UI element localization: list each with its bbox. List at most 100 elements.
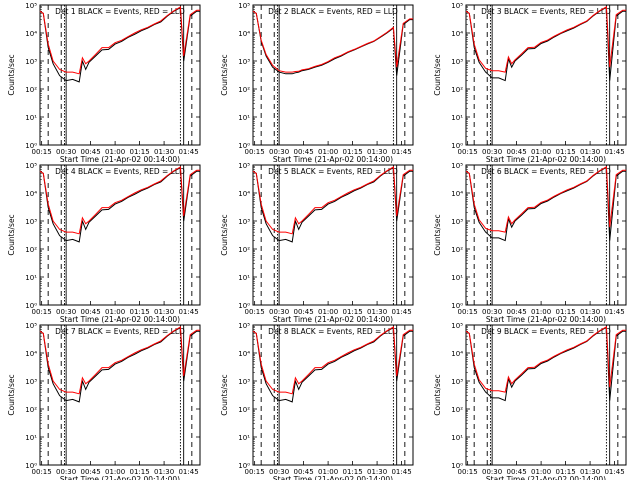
x-tick-label: 00:15 <box>458 468 478 476</box>
series-lld <box>252 326 413 395</box>
y-tick-label: 10³ <box>25 378 37 386</box>
y-axis-label: Counts/sec <box>433 374 442 415</box>
y-tick-label: 10⁰ <box>451 462 463 470</box>
panel-det-3: Det 3 BLACK = Events, RED = LLD 10⁰ 10¹ 10²… <box>433 2 627 164</box>
x-tick-label: 01:00 <box>318 468 338 476</box>
y-tick-label: 10² <box>451 406 463 414</box>
x-tick-label: 00:15 <box>458 148 478 156</box>
y-tick-label: 10² <box>238 86 250 94</box>
x-tick-label: 01:30 <box>154 148 174 156</box>
series-lld <box>39 326 200 395</box>
x-tick-label: 01:30 <box>580 468 600 476</box>
x-tick-label: 01:15 <box>555 468 575 476</box>
y-axis-label: Counts/sec <box>220 54 229 95</box>
x-axis-label: Start Time (21-Apr-02 00:14:00) <box>60 155 180 164</box>
panel-det-6: Det 6 BLACK = Events, RED = LLD 10⁰ 10¹ 10²… <box>433 162 627 324</box>
y-tick-label: 10¹ <box>451 434 463 442</box>
y-tick-label: 10² <box>25 246 37 254</box>
x-tick-label: 00:15 <box>458 308 478 316</box>
y-tick-label: 10³ <box>238 58 250 66</box>
y-tick-label: 10⁰ <box>25 302 37 310</box>
chart-title: Det 9 BLACK = Events, RED = LLD <box>481 327 611 336</box>
y-tick-label: 10² <box>451 86 463 94</box>
series-events <box>252 10 413 76</box>
x-tick-label: 00:30 <box>56 308 76 316</box>
x-tick-label: 01:30 <box>367 148 387 156</box>
series-lld <box>465 165 626 233</box>
chart-title: Det 7 BLACK = Events, RED = LLD <box>55 327 185 336</box>
x-tick-label: 01:00 <box>105 148 125 156</box>
y-tick-label: 10² <box>238 406 250 414</box>
y-tick-label: 10¹ <box>25 434 37 442</box>
x-tick-label: 00:15 <box>245 148 265 156</box>
plot-frame <box>252 164 414 306</box>
y-tick-label: 10² <box>25 86 37 94</box>
x-tick-label: 00:30 <box>269 148 289 156</box>
x-tick-label: 01:15 <box>129 148 149 156</box>
x-tick-label: 00:30 <box>269 468 289 476</box>
x-tick-label: 00:45 <box>294 308 314 316</box>
y-tick-label: 10³ <box>451 58 463 66</box>
x-axis-label: Start Time (21-Apr-02 00:14:00) <box>486 315 606 324</box>
x-axis-label: Start Time (21-Apr-02 00:14:00) <box>60 315 180 324</box>
chart-title: Det 2 BLACK = Events, RED = LLD <box>268 7 398 16</box>
x-axis-label: Start Time (21-Apr-02 00:14:00) <box>273 155 393 164</box>
y-tick-label: 10¹ <box>451 114 463 122</box>
y-tick-label: 10⁰ <box>25 462 37 470</box>
x-axis-label: Start Time (21-Apr-02 00:14:00) <box>486 155 606 164</box>
x-tick-label: 01:30 <box>367 468 387 476</box>
x-tick-label: 01:00 <box>105 468 125 476</box>
panel-det-4: Det 4 BLACK = Events, RED = LLD 10⁰ 10¹ 10²… <box>7 162 201 324</box>
x-tick-label: 01:00 <box>531 148 551 156</box>
series-lld <box>465 5 626 73</box>
y-tick-label: 10⁴ <box>451 350 463 358</box>
x-tick-label: 01:15 <box>555 308 575 316</box>
y-tick-label: 10³ <box>25 218 37 226</box>
x-axis-label: Start Time (21-Apr-02 00:14:00) <box>60 475 180 480</box>
y-tick-label: 10⁵ <box>238 322 250 330</box>
y-tick-label: 10⁵ <box>451 162 463 170</box>
y-tick-label: 10² <box>451 246 463 254</box>
x-tick-label: 01:00 <box>531 308 551 316</box>
x-tick-label: 01:45 <box>178 148 198 156</box>
x-tick-label: 01:45 <box>178 308 198 316</box>
plot-frame <box>39 324 201 466</box>
x-tick-label: 01:45 <box>391 308 411 316</box>
x-tick-label: 01:45 <box>391 468 411 476</box>
x-tick-label: 01:00 <box>318 148 338 156</box>
y-tick-label: 10³ <box>238 218 250 226</box>
x-tick-label: 01:45 <box>178 468 198 476</box>
y-tick-label: 10⁴ <box>25 350 37 358</box>
y-axis-label: Counts/sec <box>433 54 442 95</box>
x-tick-label: 00:30 <box>482 308 502 316</box>
y-tick-label: 10⁵ <box>25 2 37 10</box>
x-tick-label: 01:00 <box>105 308 125 316</box>
plot-frame <box>252 4 414 146</box>
series-lld <box>39 166 200 235</box>
y-tick-label: 10⁴ <box>238 350 250 358</box>
panel-det-5: Det 5 BLACK = Events, RED = LLD 10⁰ 10¹ 10²… <box>220 162 414 324</box>
y-axis-label: Counts/sec <box>7 214 16 255</box>
x-tick-label: 00:15 <box>32 148 52 156</box>
x-tick-label: 00:15 <box>32 308 52 316</box>
y-tick-label: 10⁴ <box>451 190 463 198</box>
y-tick-label: 10¹ <box>238 274 250 282</box>
x-axis-label: Start Time (21-Apr-02 00:14:00) <box>273 475 393 480</box>
y-tick-label: 10¹ <box>25 114 37 122</box>
y-tick-label: 10⁴ <box>238 30 250 38</box>
chart-title: Det 6 BLACK = Events, RED = LLD <box>481 167 611 176</box>
x-tick-label: 01:30 <box>154 468 174 476</box>
series-lld <box>465 325 626 393</box>
y-tick-label: 10⁰ <box>25 142 37 150</box>
x-tick-label: 01:30 <box>580 308 600 316</box>
plot-frame <box>465 164 627 306</box>
x-tick-label: 00:45 <box>507 468 527 476</box>
y-tick-label: 10⁵ <box>238 162 250 170</box>
x-tick-label: 00:30 <box>482 148 502 156</box>
x-tick-label: 01:15 <box>555 148 575 156</box>
plot-frame <box>465 324 627 466</box>
y-axis-label: Counts/sec <box>7 54 16 95</box>
series-lld <box>252 10 413 73</box>
chart-title: Det 5 BLACK = Events, RED = LLD <box>268 167 398 176</box>
panel-det-9: Det 9 BLACK = Events, RED = LLD 10⁰ 10¹ 10²… <box>433 322 627 480</box>
